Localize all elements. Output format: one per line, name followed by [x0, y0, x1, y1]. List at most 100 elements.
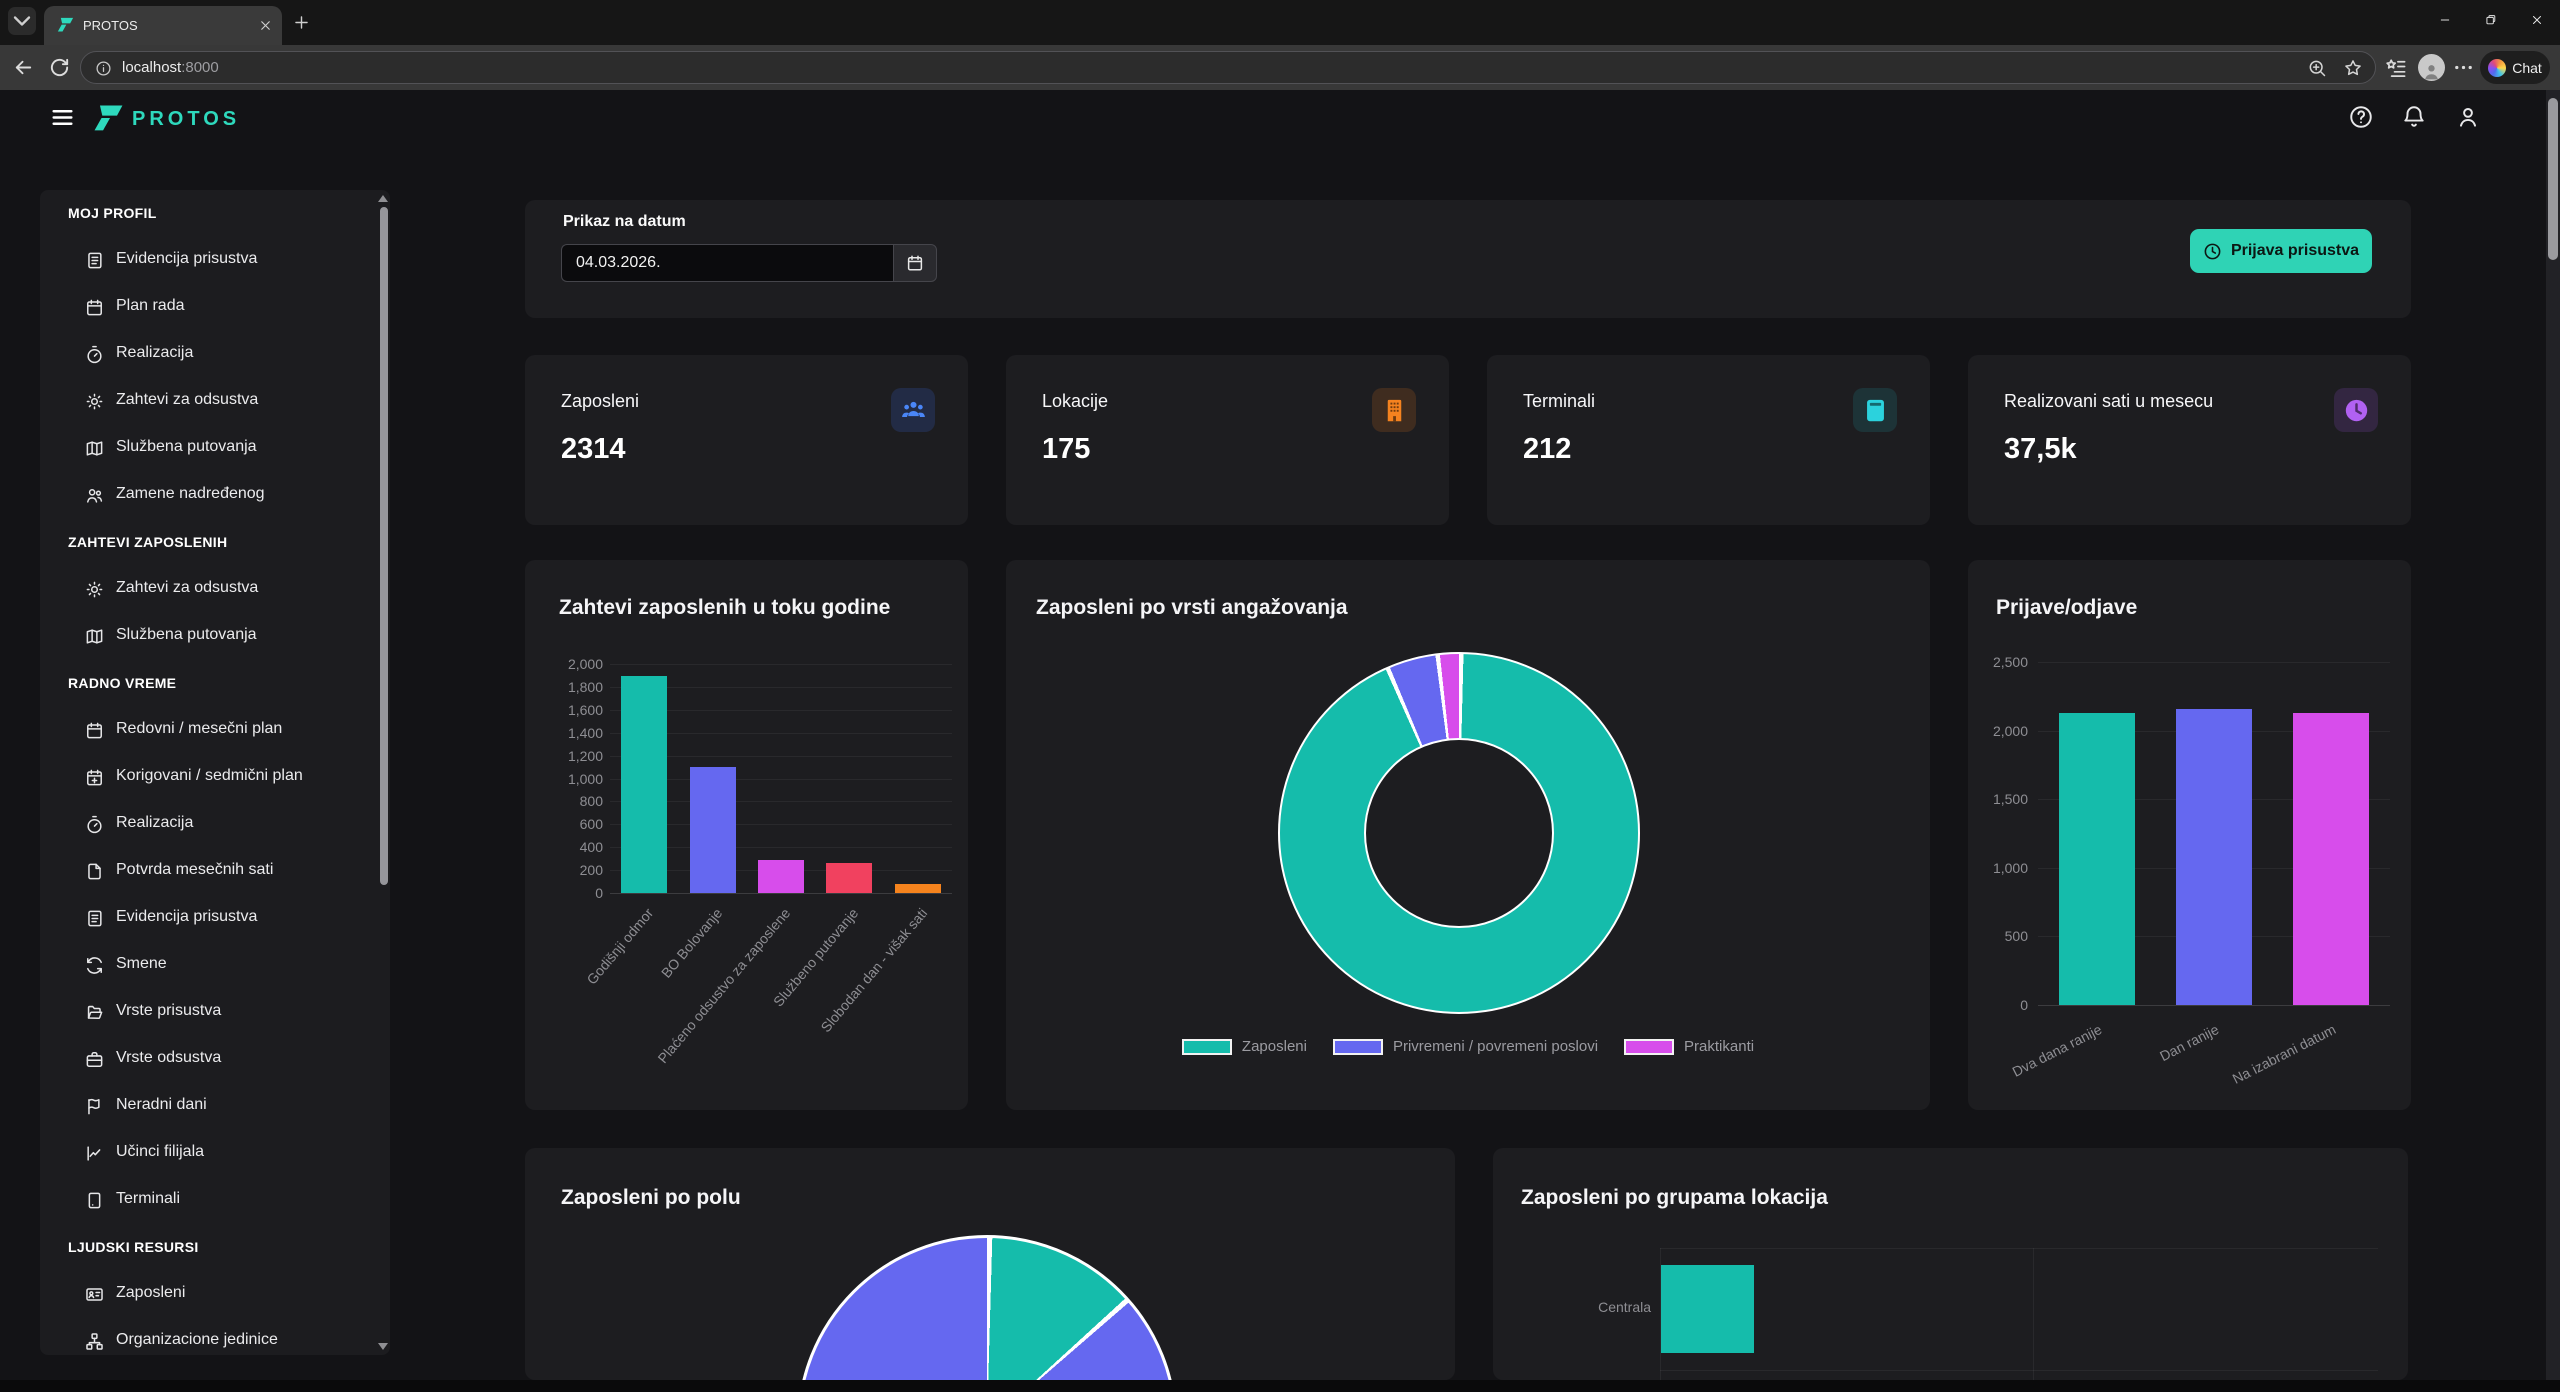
copilot-icon — [2488, 58, 2507, 77]
bookmark-star-icon[interactable] — [2343, 58, 2363, 78]
sidebar-item-organizacione-jedinice[interactable]: Organizacione jedinice — [40, 1318, 390, 1355]
sidebar-item-evidencija-prisustva[interactable]: Evidencija prisustva — [40, 237, 390, 284]
building-fill-icon — [1372, 388, 1416, 432]
refresh-icon — [85, 956, 104, 975]
stat-card-zaposleni: Zaposleni 2314 — [525, 355, 968, 525]
sidebar-item-label: Zahtevi za odsustva — [116, 391, 259, 408]
users-fill-icon — [891, 388, 935, 432]
sun-icon — [85, 580, 104, 599]
sidebar-item-zahtevi-za-odsustva[interactable]: Zahtevi za odsustva — [40, 378, 390, 425]
sidebar-item-label: Terminali — [116, 1190, 181, 1207]
restore-button[interactable] — [2468, 0, 2514, 40]
new-tab-button[interactable] — [292, 13, 311, 32]
sidebar-item-label: Zahtevi za odsustva — [116, 579, 259, 596]
sidebar-section-title: ZAHTEVI ZAPOSLENIH — [68, 534, 228, 550]
sidebar-item-vrste-prisustva[interactable]: Vrste prisustva — [40, 989, 390, 1036]
browser-tab[interactable]: PROTOS — [44, 6, 282, 45]
sidebar-item-redovni-mese-ni-plan[interactable]: Redovni / mesečni plan — [40, 707, 390, 754]
sidebar-item-label: Redovni / mesečni plan — [116, 720, 283, 737]
checkin-button-label: Prijava prisustva — [2230, 242, 2360, 259]
sidebar-item-neradni-dani[interactable]: Neradni dani — [40, 1083, 390, 1130]
sidebar: MOJ PROFIL Evidencija prisustva Plan rada R… — [40, 190, 390, 1355]
bar-bo-bolovanje — [689, 767, 736, 893]
collections-icon[interactable] — [2384, 56, 2407, 79]
tab-search-chevron-button[interactable] — [8, 7, 36, 35]
sidebar-item-realizacija[interactable]: Realizacija — [40, 801, 390, 848]
copilot-chat-button[interactable]: Chat — [2480, 51, 2550, 84]
legend-label: Privremeni / povremeni poslovi — [1392, 1038, 1599, 1055]
address-bar[interactable]: localhost:8000 — [80, 51, 2376, 84]
calendar-plus-icon — [85, 768, 104, 787]
engagement-donut-chart-card: Zaposleni po vrsti angažovanja Zaposleni… — [1006, 560, 1930, 1110]
timer-icon — [85, 815, 104, 834]
chart-title: Prijave/odjave — [1996, 596, 2138, 619]
sidebar-item-potvrda-mese-nih-sati[interactable]: Potvrda mesečnih sati — [40, 848, 390, 895]
legend-swatch-icon — [1181, 1038, 1232, 1055]
sidebar-item-zamene-nadre-enog[interactable]: Zamene nadređenog — [40, 472, 390, 519]
date-input[interactable] — [561, 244, 893, 282]
legend-label: Zaposleni — [1241, 1038, 1307, 1055]
checkin-button[interactable]: Prijava prisustva — [2190, 229, 2372, 273]
bar-na-izabrani-datum — [2293, 712, 2370, 1005]
sidebar-item-realizacija[interactable]: Realizacija — [40, 331, 390, 378]
sidebar-item-u-inci-filijala[interactable]: Učinci filijala — [40, 1130, 390, 1177]
sidebar-item-vrste-odsustva[interactable]: Vrste odsustva — [40, 1036, 390, 1083]
sidebar-item-slu-bena-putovanja[interactable]: Službena putovanja — [40, 425, 390, 472]
bar-centrala — [1661, 1265, 1754, 1353]
sidebar-scroll-up-icon[interactable] — [378, 195, 388, 202]
url-port: :8000 — [181, 59, 219, 76]
sidebar-item-label: Vrste odsustva — [116, 1049, 222, 1066]
browser-profile-avatar[interactable] — [2418, 54, 2445, 81]
sidebar-item-terminali[interactable]: Terminali — [40, 1177, 390, 1224]
url-text: localhost:8000 — [122, 52, 219, 83]
page-scrollbar-thumb[interactable] — [2548, 98, 2558, 260]
sidebar-item-zaposleni[interactable]: Zaposleni — [40, 1271, 390, 1318]
close-button[interactable] — [2514, 0, 2560, 40]
browser-titlebar: PROTOS — [0, 0, 2560, 45]
sidebar-item-plan-rada[interactable]: Plan rada — [40, 284, 390, 331]
journal-icon — [85, 909, 104, 928]
gender-pie-chart-card: Zaposleni po polu — [525, 1148, 1455, 1380]
url-host: localhost — [122, 59, 182, 76]
sidebar-item-zahtevi-za-odsustva[interactable]: Zahtevi za odsustva — [40, 566, 390, 613]
reload-icon[interactable] — [48, 56, 71, 79]
sidebar-scroll-down-icon[interactable] — [378, 1343, 388, 1350]
calendar-picker-button[interactable] — [893, 244, 937, 282]
viewport-bottom-strip — [0, 1380, 2560, 1392]
browser-menu-icon[interactable] — [2452, 56, 2475, 79]
zoom-icon[interactable] — [2307, 58, 2327, 78]
bar-godi-nji-odmor — [621, 675, 668, 893]
tablet-fill-icon — [1853, 388, 1897, 432]
minimize-button[interactable] — [2422, 0, 2468, 40]
protos-app-page: PROTOS MOJ PROFIL Evidencija prisustva Pla… — [0, 90, 2560, 1392]
hamburger-menu-icon[interactable] — [50, 105, 75, 130]
sidebar-item-evidencija-prisustva[interactable]: Evidencija prisustva — [40, 895, 390, 942]
browser-toolbar: localhost:8000 Chat — [0, 45, 2560, 90]
help-icon[interactable] — [2348, 104, 2374, 130]
sidebar-item-slu-bena-putovanja[interactable]: Službena putovanja — [40, 613, 390, 660]
y-axis-tick: 1,500 — [1992, 791, 2028, 808]
sidebar-item-korigovani-sedmi-ni-plan[interactable]: Korigovani / sedmični plan — [40, 754, 390, 801]
sidebar-item-label: Realizacija — [116, 814, 194, 831]
sidebar-scrollbar-thumb[interactable] — [380, 207, 388, 885]
site-info-icon[interactable] — [95, 60, 112, 77]
tablet-icon — [85, 1191, 104, 1210]
bar-slu-beno-putovanje — [826, 863, 873, 893]
user-profile-icon[interactable] — [2455, 104, 2481, 130]
bar-dan-ranije — [2176, 708, 2252, 1005]
calendar-icon — [85, 721, 104, 740]
sidebar-item-label: Smene — [116, 955, 167, 972]
notifications-bell-icon[interactable] — [2401, 104, 2427, 130]
y-axis-tick: 200 — [579, 862, 603, 879]
page-scrollbar[interactable] — [2546, 90, 2560, 1392]
tab-close-icon[interactable] — [258, 18, 273, 33]
sidebar-item-label: Korigovani / sedmični plan — [116, 767, 303, 784]
stat-label: Realizovani sati u mesecu — [2004, 391, 2214, 411]
date-filter-label: Prikaz na datum — [563, 213, 686, 230]
chart-title: Zahtevi zaposlenih u toku godine — [559, 596, 891, 619]
sidebar-item-label: Plan rada — [116, 297, 185, 314]
sidebar-item-smene[interactable]: Smene — [40, 942, 390, 989]
y-axis-tick: 1,600 — [567, 701, 603, 718]
y-axis-tick: 1,800 — [567, 678, 603, 695]
back-icon[interactable] — [12, 56, 35, 79]
